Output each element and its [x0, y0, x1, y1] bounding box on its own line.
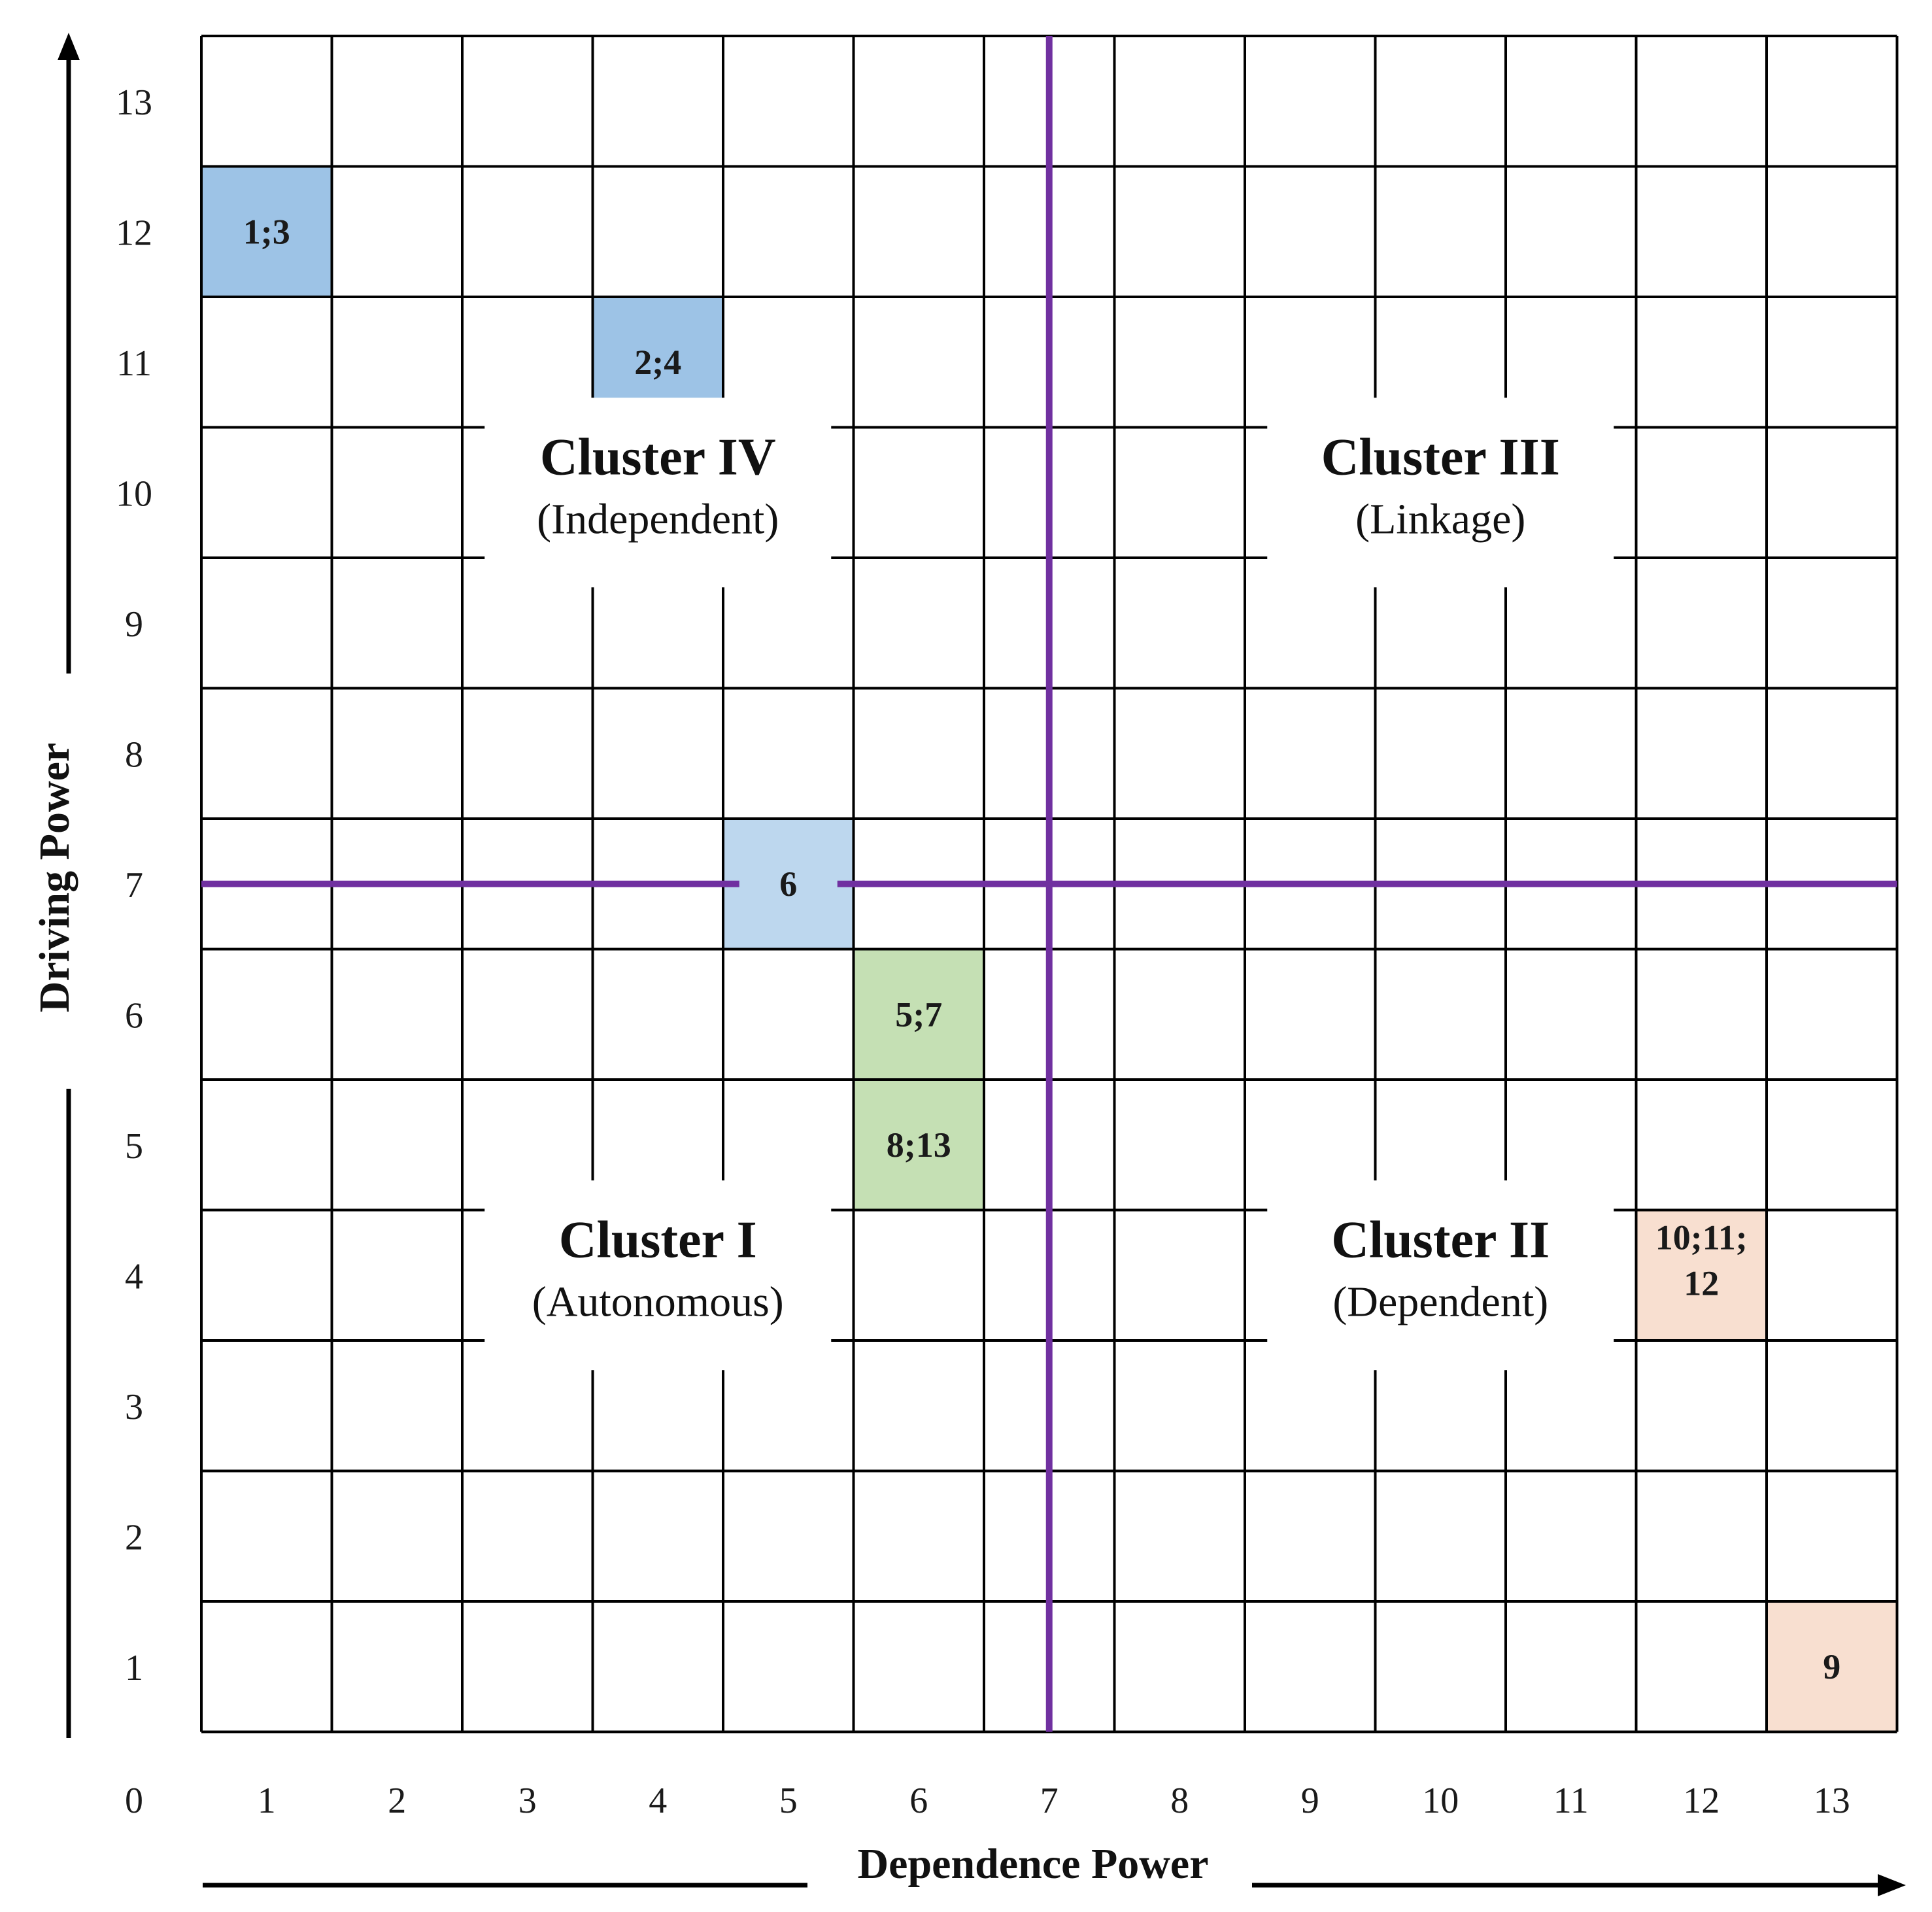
y-axis-arrowhead: [58, 33, 80, 60]
x-tick-13: 13: [1814, 1781, 1850, 1821]
cluster-iii-title: Cluster III: [1321, 428, 1560, 486]
y-tick-4: 4: [125, 1256, 143, 1297]
data-label-2: 2;4: [634, 343, 681, 382]
x-tick-4: 4: [649, 1781, 667, 1821]
axes: Dependence Power Driving Power: [31, 33, 1906, 1896]
x-tick-7: 7: [1040, 1781, 1059, 1821]
cluster-ii-title: Cluster II: [1331, 1211, 1550, 1269]
cluster-iv-title: Cluster IV: [540, 428, 776, 486]
cluster-labels: Cluster I (Autonomous) Cluster II (Dependen…: [484, 398, 1614, 1371]
y-tick-1: 1: [125, 1648, 143, 1688]
y-tick-8: 8: [125, 734, 143, 775]
x-tick-3: 3: [518, 1781, 537, 1821]
y-tick-3: 3: [125, 1387, 143, 1427]
data-cell-6: [1636, 1210, 1767, 1340]
highlighted-cells: [201, 166, 1897, 1732]
cluster-ii-backdrop: [1267, 1180, 1614, 1371]
cluster-i-title: Cluster I: [559, 1211, 757, 1269]
y-tick-11: 11: [116, 343, 152, 384]
cluster-iv-backdrop: [484, 398, 832, 588]
data-label-6: 10;11; 12: [1655, 1218, 1748, 1303]
x-tick-10: 10: [1422, 1781, 1459, 1821]
cluster-i-subtitle: (Autonomous): [532, 1278, 784, 1325]
cluster-iii-subtitle: (Linkage): [1355, 495, 1525, 543]
quadrant-dividers: [201, 36, 1897, 1732]
data-cell-3: [723, 819, 854, 949]
data-label-6-line-2: 12: [1684, 1263, 1719, 1303]
x-tick-8: 8: [1170, 1781, 1189, 1821]
data-label-5: 8;13: [887, 1125, 951, 1165]
y-tick-6: 6: [125, 995, 143, 1036]
y-tick-9: 9: [125, 604, 143, 645]
y-tick-2: 2: [125, 1517, 143, 1558]
y-axis-title: Driving Power: [31, 743, 78, 1012]
data-cell-5: [853, 1080, 984, 1210]
data-label-6-line-1: 10;11;: [1655, 1218, 1748, 1257]
origin-tick: 0: [125, 1781, 143, 1821]
data-label-4: 5;7: [895, 995, 942, 1034]
cluster-ii-subtitle: (Dependent): [1332, 1278, 1548, 1325]
y-tick-7: 7: [125, 865, 143, 906]
cluster-iii-backdrop: [1267, 398, 1614, 588]
data-cell-1: [201, 166, 332, 297]
y-tick-10: 10: [116, 473, 152, 514]
x-tick-6: 6: [909, 1781, 928, 1821]
data-label-7: 9: [1823, 1647, 1840, 1686]
x-tick-1: 1: [258, 1781, 276, 1821]
data-label-1: 1;3: [243, 212, 290, 251]
data-label-3: 6: [779, 864, 797, 904]
y-tick-5: 5: [125, 1126, 143, 1167]
x-axis-arrowhead: [1878, 1874, 1906, 1896]
cell-labels: 1;3 2;4 6 5;7 8;13 10;11; 12 9: [243, 212, 1840, 1686]
x-tick-2: 2: [388, 1781, 406, 1821]
data-cell-7: [1767, 1601, 1897, 1732]
data-cell-4: [853, 949, 984, 1080]
y-tick-13: 13: [116, 82, 152, 123]
x-tick-12: 12: [1683, 1781, 1720, 1821]
x-axis-title: Dependence Power: [857, 1840, 1208, 1888]
cluster-iv-subtitle: (Independent): [537, 495, 779, 543]
y-tick-12: 12: [116, 213, 152, 253]
cluster-i-backdrop: [484, 1180, 832, 1371]
x-tick-9: 9: [1301, 1781, 1319, 1821]
x-tick-11: 11: [1553, 1781, 1589, 1821]
x-tick-5: 5: [779, 1781, 798, 1821]
